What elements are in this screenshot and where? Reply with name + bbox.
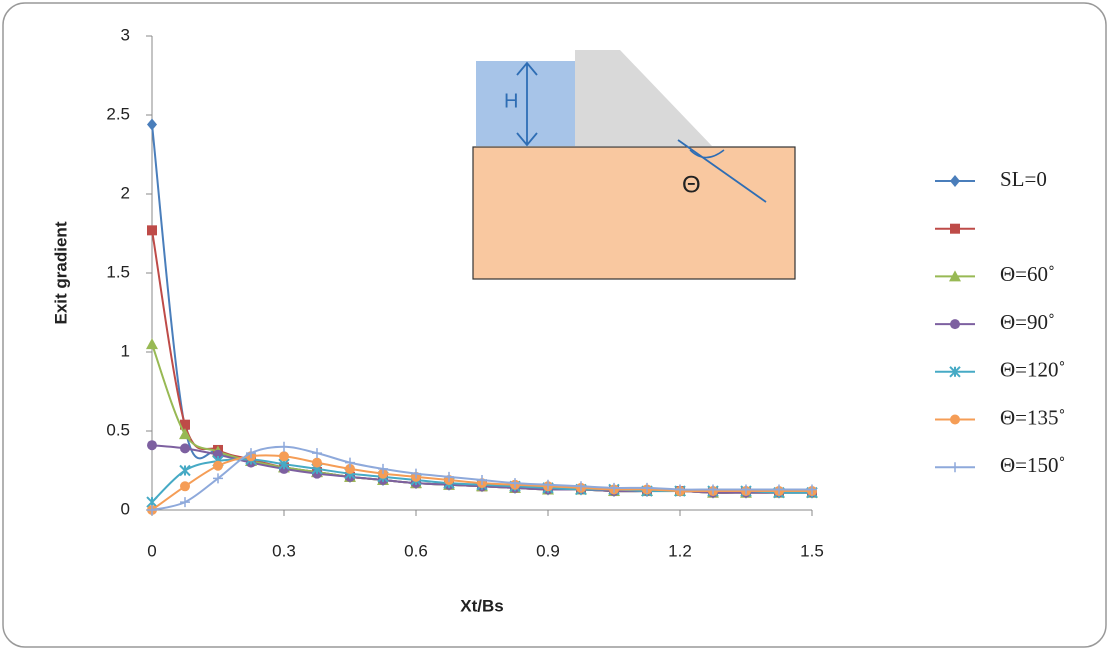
y-tick-label: 2 [121, 183, 130, 202]
y-tick-label: 3 [121, 25, 130, 44]
y-tick-label: 2.5 [106, 104, 130, 123]
arrow-head [516, 132, 538, 147]
point [642, 482, 652, 493]
point [147, 225, 157, 236]
point [609, 482, 619, 493]
x-tick-label: 1.2 [668, 541, 692, 560]
water-block [476, 61, 575, 146]
point [510, 478, 520, 489]
y-tick-label: 0 [121, 499, 130, 518]
point [576, 481, 586, 492]
inset-diagram: H Θ [472, 50, 796, 280]
point [708, 484, 718, 495]
y-tick-label: 0.5 [106, 420, 130, 439]
point [213, 473, 223, 484]
legend-text: Θ=150˚ [1000, 453, 1066, 477]
annotation: H [504, 90, 518, 112]
point [146, 338, 158, 350]
legend-text: SL=0 [1000, 167, 1047, 191]
legend-marker [949, 366, 961, 378]
legend-text: Θ=60˚ [1000, 262, 1055, 286]
point [345, 463, 355, 474]
soil-slope [575, 50, 712, 146]
point [180, 497, 190, 508]
x-axis-label: Xt/Bs [460, 596, 503, 615]
x-tick-label: 1.5 [800, 541, 824, 560]
point [246, 448, 256, 459]
legend-marker [950, 414, 960, 425]
point [543, 479, 553, 490]
legend-marker [950, 223, 960, 234]
legend-marker [950, 462, 960, 473]
cutoff-line [677, 139, 767, 203]
point [179, 428, 191, 440]
y-tick-label: 1 [121, 341, 130, 360]
x-tick-label: 0.3 [272, 541, 296, 560]
point [345, 457, 355, 468]
point [147, 118, 157, 131]
legend-marker [949, 270, 961, 282]
point [180, 481, 190, 492]
x-tick-label: 0 [147, 541, 156, 560]
angle-arc [689, 149, 725, 159]
legend-marker [950, 319, 960, 330]
point [213, 460, 223, 471]
point [411, 468, 421, 479]
point [378, 463, 388, 474]
annotation: Θ [682, 171, 701, 198]
point [147, 440, 157, 451]
point [279, 441, 289, 452]
arrow-head [516, 61, 538, 76]
x-tick-label: 0.6 [404, 541, 428, 560]
point [312, 448, 322, 459]
point [477, 474, 487, 485]
y-axis-label: Exit gradient [51, 221, 70, 324]
y-tick-label: 1.5 [106, 262, 130, 281]
point [147, 505, 157, 515]
foundation [472, 146, 796, 280]
point [444, 471, 454, 482]
point [675, 484, 685, 495]
point [807, 484, 817, 495]
x-tick-label: 0.9 [536, 541, 560, 560]
legend-marker [950, 175, 960, 187]
point [180, 443, 190, 454]
point [179, 464, 191, 477]
point [741, 484, 751, 495]
legend-text: Θ=135˚ [1000, 405, 1066, 429]
legend-text: Θ=120˚ [1000, 358, 1066, 382]
point [279, 451, 289, 462]
point [312, 457, 322, 468]
point [774, 484, 784, 495]
legend-text: Θ=90˚ [1000, 310, 1055, 334]
point [180, 419, 190, 430]
